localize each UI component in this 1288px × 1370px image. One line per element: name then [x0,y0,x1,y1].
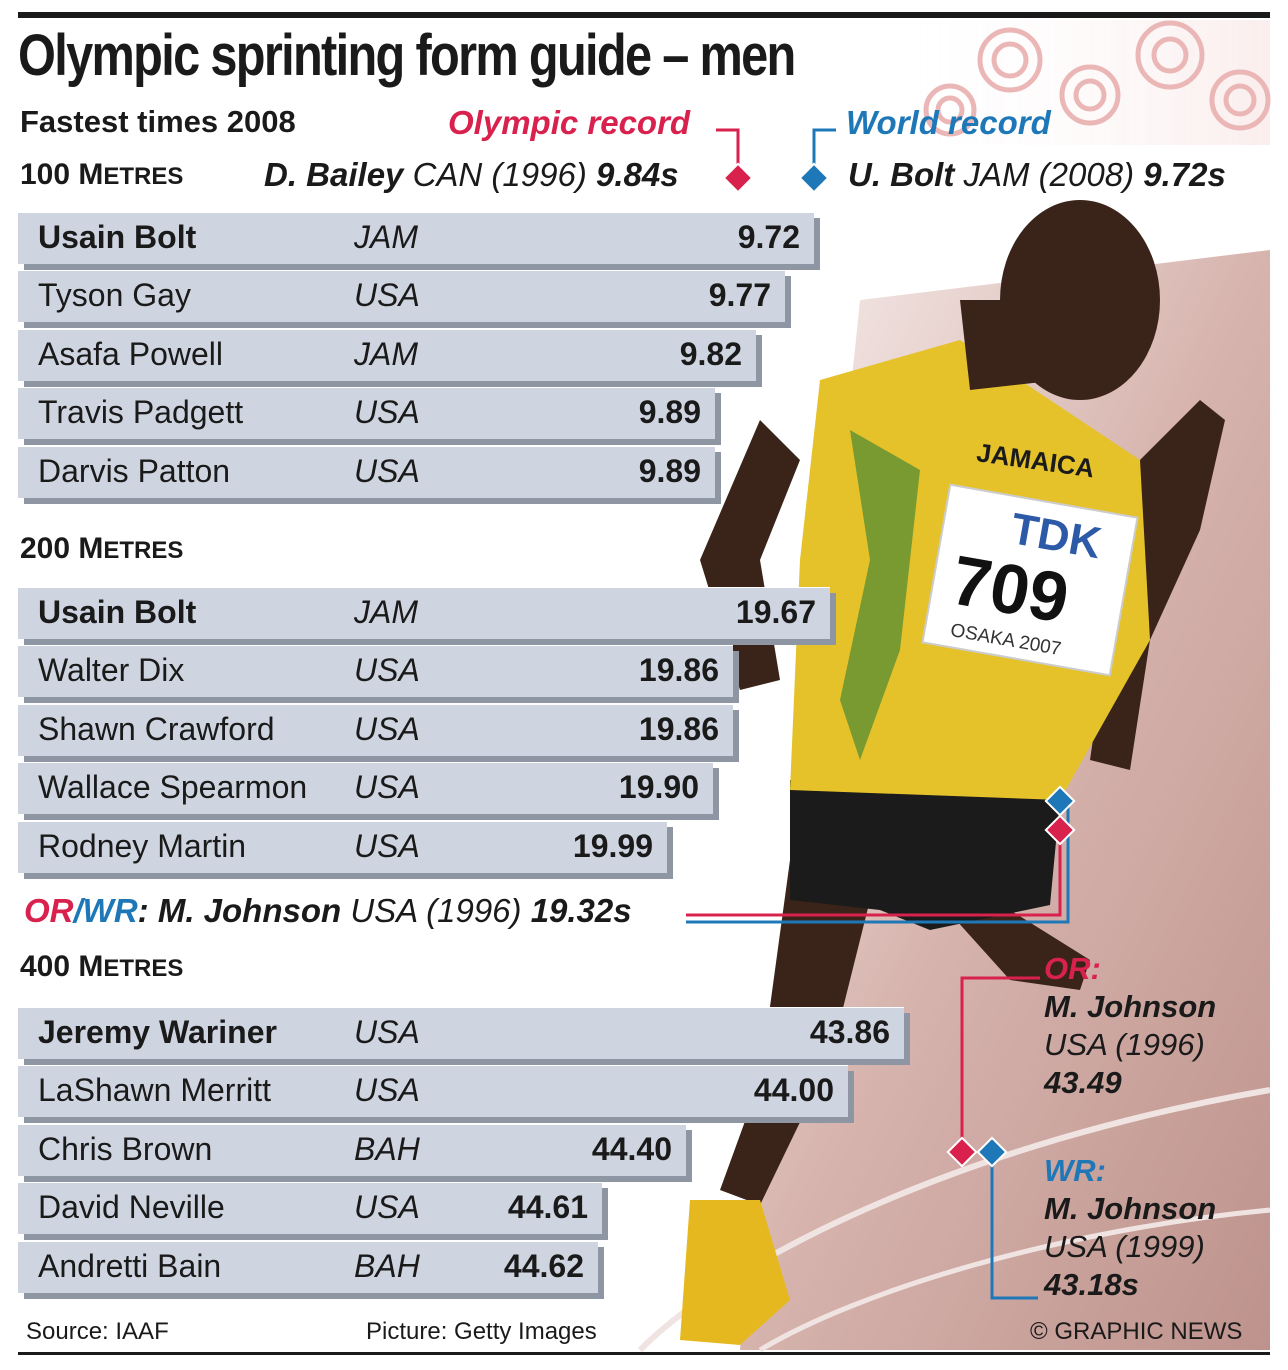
athlete-photo: JAMAICA TDK 709 OSAKA 2007 [680,200,1225,1345]
bar-m400-2: LaShawn Merritt USA 44.00 [18,1065,848,1118]
olympic-record-400m: OR: M. Johnson USA (1996) 43.49 [1044,951,1217,1100]
athlete-name: Jeremy Wariner [38,1014,277,1050]
athlete-time: 19.90 [618,769,699,806]
section-title-200m: 200 METRES [20,532,184,565]
athlete-time: 19.67 [735,594,816,630]
athlete-country: USA [354,452,420,489]
section-title-100m: 100 METRES [20,158,184,191]
athlete-name: Rodney Martin [38,827,247,864]
world-record-100m: U. Bolt JAM (2008) 9.72s [848,156,1226,193]
athlete-time: 19.86 [638,710,719,747]
athlete-time: 44.62 [503,1247,584,1284]
bar-m100-3: Asafa Powell JAM 9.82 [18,328,756,381]
athlete-country: USA [354,827,420,864]
athlete-time: 43.86 [809,1014,890,1050]
athlete-country: JAM [354,335,418,372]
bar-m200-2: Walter Dix USA 19.86 [18,645,733,698]
bar-m200-1: Usain Bolt JAM 19.67 [18,587,830,639]
bar-m400-1: Jeremy Wariner USA 43.86 [18,1007,904,1059]
athlete-country: BAH [354,1247,420,1284]
athlete-country: USA [354,1072,420,1109]
world-record-heading: World record [846,104,1051,141]
bar-m200-5: Rodney Martin USA 19.99 [18,820,667,873]
bar-m100-2: Tyson Gay USA 9.77 [18,270,785,323]
athlete-name: Walter Dix [38,652,185,689]
bar-m400-4: David Neville USA 44.61 [18,1182,602,1235]
source-note: Source: IAAF [26,1318,169,1345]
athlete-name: David Neville [38,1189,225,1226]
athlete-name: Darvis Patton [38,452,231,489]
athlete-time: 9.89 [638,394,701,431]
bar-m400-3: Chris Brown BAH 44.40 [18,1123,686,1176]
bar-m200-4: Wallace Spearmon USA 19.90 [18,762,713,815]
athlete-name: Wallace Spearmon [38,769,308,806]
athlete-name: Shawn Crawford [38,710,275,747]
athlete-time: 9.82 [679,335,742,372]
swirl-pattern [880,20,1271,145]
athlete-time: 9.77 [708,277,771,314]
athlete-time: 44.00 [753,1072,834,1109]
athlete-country: USA [354,1014,420,1050]
record-markers [722,162,1076,1168]
bar-m100-4: Travis Padgett USA 9.89 [18,387,715,440]
athlete-name: Usain Bolt [38,219,197,255]
athlete-country: USA [354,710,420,747]
athlete-time: 44.40 [591,1130,672,1167]
olympic-record-100m: D. Bailey CAN (1996) 9.84s [264,156,679,193]
athlete-name: Chris Brown [38,1130,213,1167]
athlete-country: USA [354,394,420,431]
top-rule [18,12,1270,18]
athlete-time: 9.89 [638,452,701,489]
athlete-country: JAM [354,594,418,630]
bar-m100-1: Usain Bolt JAM 9.72 [18,212,814,264]
world-record-400m: WR: M. Johnson USA (1999) 43.18s [1044,1153,1217,1302]
athlete-country: USA [354,1189,420,1226]
picture-credit: Picture: Getty Images [366,1318,597,1345]
athlete-name: Usain Bolt [38,594,197,630]
athlete-time: 19.99 [572,827,653,864]
record-200m: OR/WR: M. Johnson USA (1996) 19.32s [24,892,632,929]
athlete-name: Andretti Bain [38,1247,222,1284]
athlete-name: LaShawn Merritt [38,1072,271,1109]
athlete-name: Travis Padgett [38,394,244,431]
page-subtitle: Fastest times 2008 [20,104,296,139]
athlete-country: USA [354,652,420,689]
bottom-rule [18,1352,1270,1355]
page-title: Olympic sprinting form guide – men [18,23,796,88]
athlete-country: BAH [354,1130,420,1167]
athlete-name: Asafa Powell [38,335,223,372]
record-connectors [686,128,1070,1300]
bar-m200-3: Shawn Crawford USA 19.86 [18,703,733,756]
athlete-country: USA [354,277,420,314]
athlete-time: 44.61 [507,1189,588,1226]
copyright-credit: © GRAPHIC NEWS [1030,1318,1243,1345]
athlete-time: 19.86 [638,652,719,689]
athlete-country: JAM [354,219,418,255]
athlete-country: USA [354,769,420,806]
athlete-time: 9.72 [737,219,800,255]
athlete-name: Tyson Gay [38,277,191,314]
bar-m100-5: Darvis Patton USA 9.89 [18,445,715,498]
section-title-400m: 400 METRES [20,950,184,983]
olympic-record-heading: Olympic record [448,104,691,141]
bar-m400-5: Andretti Bain BAH 44.62 [18,1240,598,1293]
